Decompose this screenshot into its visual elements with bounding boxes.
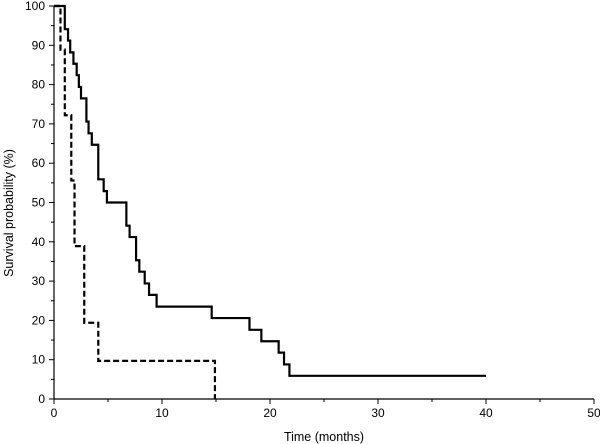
y-tick-label: 80	[32, 78, 46, 92]
survival-curve-dashed	[54, 4, 217, 399]
y-axis-title: Survival probability (%)	[2, 149, 16, 277]
y-tick-label: 90	[32, 38, 46, 52]
x-tick-label: 0	[51, 406, 58, 420]
y-tick-label: 10	[32, 353, 46, 367]
tick-labels: 0 10 20 30 40 50 60 70 80 90 100 0 10 20 30 40 50	[25, 0, 600, 420]
x-tick-label: 20	[263, 406, 277, 420]
survival-curve-solid	[54, 4, 486, 377]
x-tick-label: 40	[479, 406, 493, 420]
y-tick-label: 70	[32, 117, 46, 131]
series-layer	[54, 4, 486, 399]
y-tick-label: 50	[32, 196, 46, 210]
y-tick-label: 0	[38, 392, 45, 406]
y-tick-label: 60	[32, 156, 46, 170]
x-tick-label: 30	[371, 406, 385, 420]
y-tick-label: 30	[32, 274, 46, 288]
y-tick-label: 40	[32, 235, 46, 249]
x-axis-title: Time (months)	[284, 430, 364, 444]
x-tick-label: 50	[587, 406, 600, 420]
x-tick-label: 10	[155, 406, 169, 420]
y-tick-label: 20	[32, 313, 46, 327]
axes	[49, 5, 595, 404]
y-tick-label: 100	[25, 0, 45, 13]
